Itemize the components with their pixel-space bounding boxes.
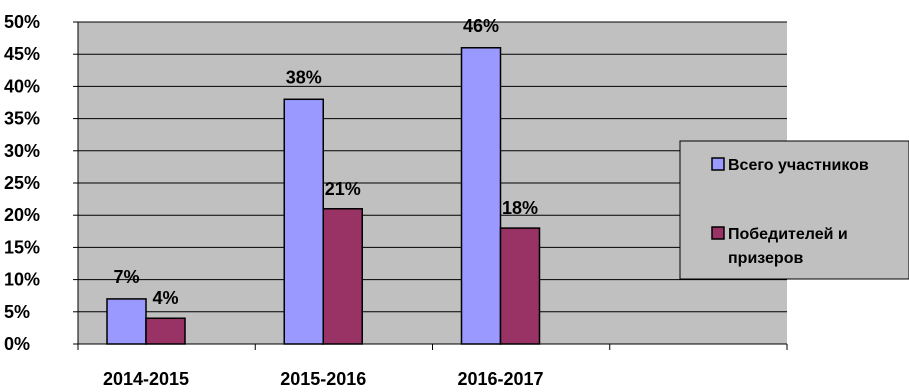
y-tick-label: 5%: [4, 302, 30, 322]
bar-total-2014-2015: [106, 298, 147, 345]
x-axis-categories: 2014-2015 2015-2016 2016-2017: [77, 344, 788, 389]
legend: Всего участников Победителей и призеров: [679, 140, 909, 280]
y-tick-label: 40%: [4, 76, 40, 96]
bar-winners-2016-2017: [499, 227, 541, 345]
data-label: 4%: [152, 288, 178, 308]
y-tick-label: 10%: [4, 270, 40, 290]
legend-label-total: Всего участников: [728, 157, 869, 174]
y-tick-label: 20%: [4, 205, 40, 225]
grid-lines: [78, 21, 787, 313]
y-tick-label: 30%: [4, 141, 40, 161]
y-tick-label: 25%: [4, 173, 40, 193]
y-tick-label: 45%: [4, 44, 40, 64]
legend-swatch-total: [711, 157, 725, 171]
y-tick-label: 35%: [4, 109, 40, 129]
y-tick-label: 15%: [4, 237, 40, 257]
data-label: 7%: [113, 267, 139, 287]
y-tick-label: 0%: [4, 334, 30, 354]
y-axis-ticks: 0% 5% 10% 15% 20% 25% 30% 35% 40% 45% 50%: [4, 12, 78, 354]
data-label: 21%: [325, 179, 361, 199]
data-label: 38%: [286, 67, 322, 87]
bar-total-2015-2016: [283, 98, 324, 345]
data-label: 46%: [463, 16, 499, 36]
legend-label-winners-line2: призеров: [728, 250, 803, 267]
x-category-label: 2015-2016: [280, 369, 366, 389]
bars: 7% 4% 38% 21% 46% 18%: [106, 16, 541, 345]
legend-swatch-winners: [711, 226, 725, 240]
bar-winners-2014-2015: [145, 317, 186, 345]
y-tick-label: 50%: [4, 12, 40, 32]
data-label: 18%: [502, 198, 538, 218]
bar-total-2016-2017: [460, 47, 502, 345]
bar-winners-2015-2016: [322, 208, 363, 345]
x-category-label: 2016-2017: [457, 369, 543, 389]
legend-label-winners-line1: Победителей и: [728, 226, 848, 243]
x-category-label: 2014-2015: [103, 369, 189, 389]
